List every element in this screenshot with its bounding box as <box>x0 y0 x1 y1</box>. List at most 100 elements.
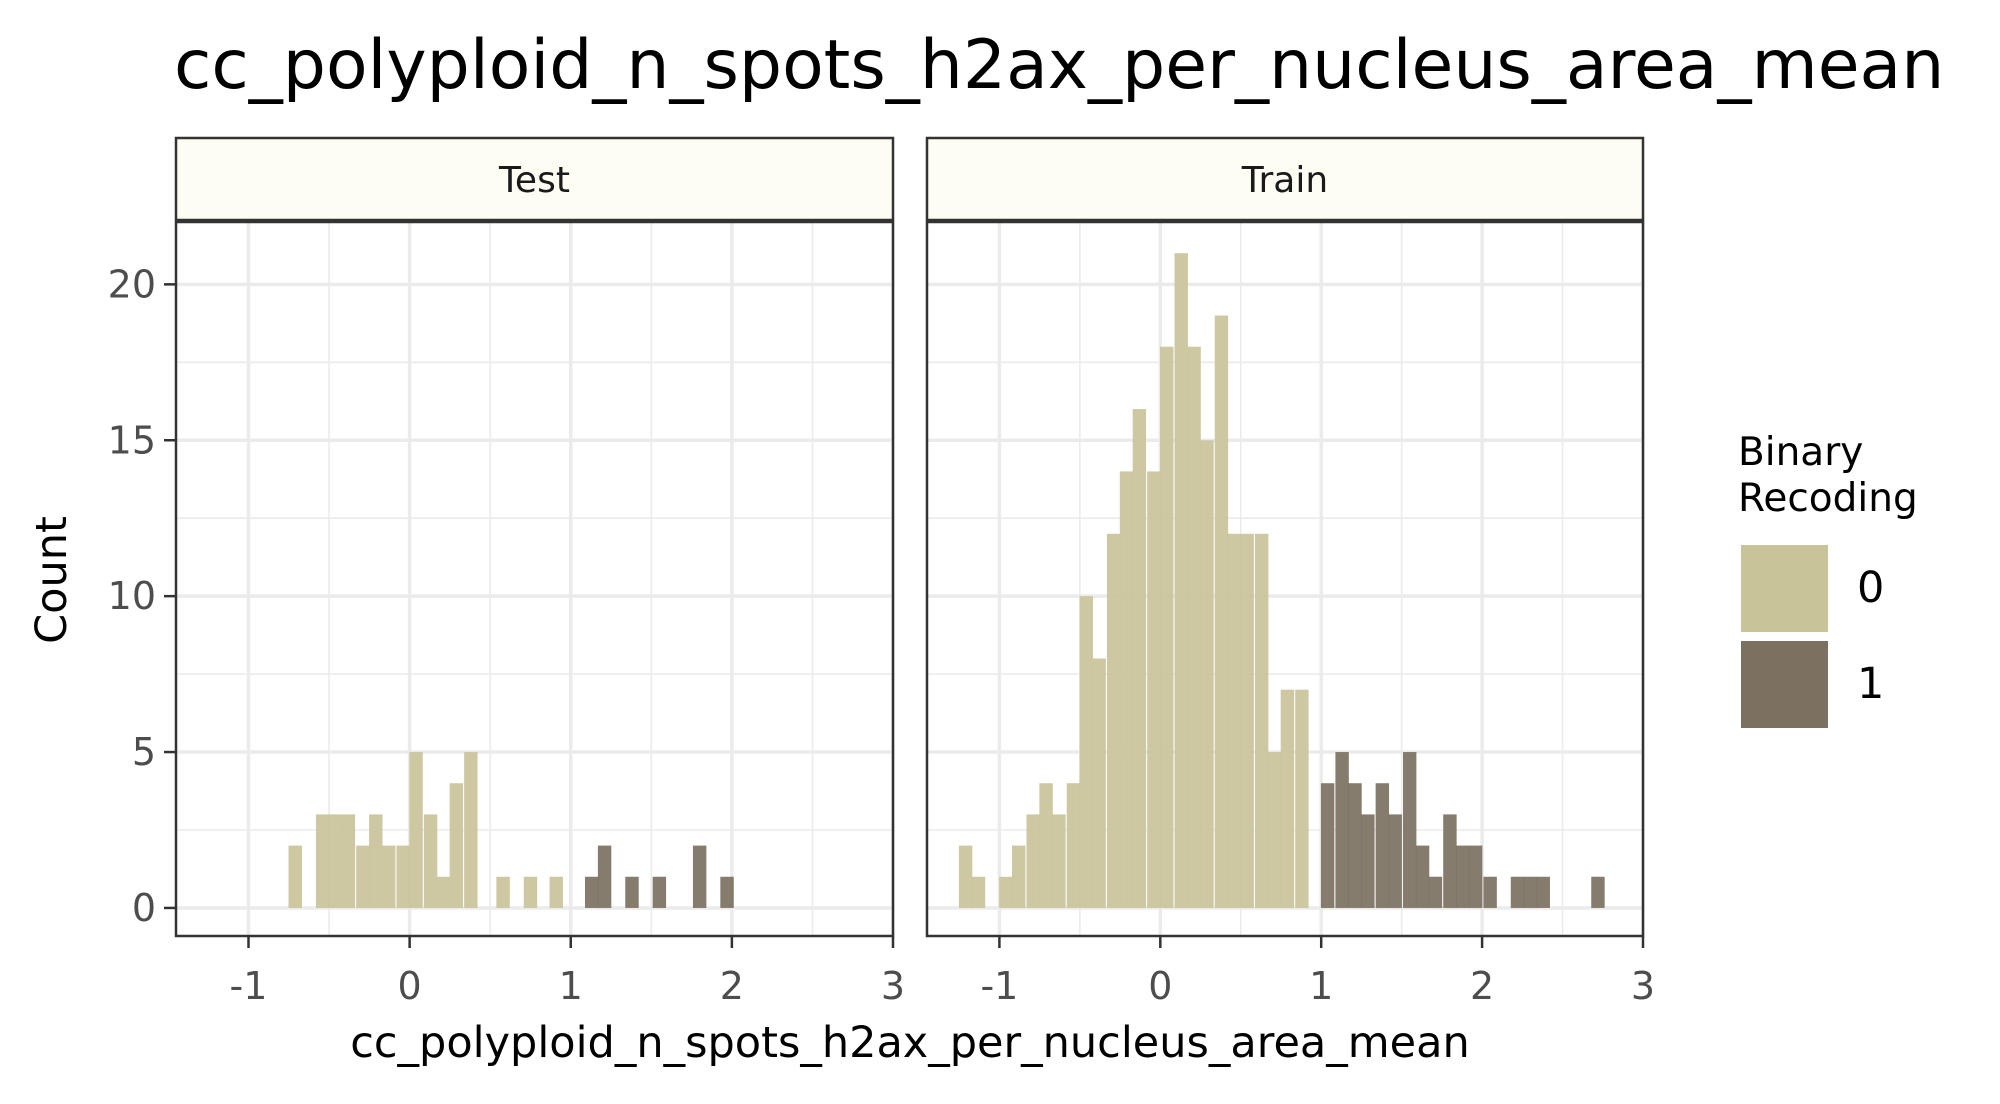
histogram-bar-series-0 <box>288 845 302 908</box>
histogram-bar-series-1 <box>1415 845 1430 908</box>
histogram-bar-series-0 <box>464 752 478 908</box>
histogram-bar-series-0 <box>328 814 343 908</box>
histogram-bar-series-1 <box>1388 814 1402 908</box>
legend-title: Recoding <box>1738 476 1918 521</box>
histogram-bar-series-0 <box>1254 533 1269 908</box>
x-tick-label: 1 <box>559 964 583 1008</box>
histogram-bar-series-0 <box>409 752 423 908</box>
histogram-bar-series-0 <box>1174 253 1188 908</box>
x-tick-label: 1 <box>1309 964 1333 1008</box>
legend-key-0 <box>1741 545 1828 632</box>
histogram-bar-series-1 <box>1456 845 1470 908</box>
facet-strip-label: Train <box>1241 160 1328 201</box>
plot-background <box>176 222 893 936</box>
histogram-bar-series-1 <box>1591 876 1605 908</box>
legend-title: Binary <box>1738 430 1863 475</box>
histogram-bar-series-0 <box>1200 440 1214 908</box>
histogram-bar-series-0 <box>523 876 538 908</box>
histogram-bar-series-1 <box>584 876 599 908</box>
facet-strip-label: Test <box>498 160 570 201</box>
histogram-bar-series-0 <box>1106 533 1121 908</box>
histogram-bar-series-0 <box>315 814 330 908</box>
histogram-bar-series-0 <box>1119 471 1134 908</box>
y-tick-label: 20 <box>108 262 156 306</box>
legend-label: 1 <box>1857 659 1884 709</box>
histogram-bar-series-0 <box>1132 409 1147 908</box>
facet-strip <box>925 136 1645 222</box>
histogram-bar-series-0 <box>449 783 464 908</box>
histogram-bar-series-0 <box>1052 814 1066 908</box>
histogram-bar-series-1 <box>1335 752 1349 908</box>
y-tick-label: 15 <box>108 418 156 462</box>
x-tick-label: 0 <box>398 964 422 1008</box>
x-tick-label: 3 <box>1631 964 1655 1008</box>
legend-label: 0 <box>1857 563 1884 613</box>
x-tick-label: 2 <box>720 964 744 1008</box>
histogram-bar-series-0 <box>1267 752 1282 908</box>
histogram-bar-series-0 <box>341 814 356 908</box>
histogram-bar-series-0 <box>1066 783 1081 908</box>
histogram-bar-series-0 <box>1240 533 1254 908</box>
histogram-bar-series-0 <box>549 876 563 908</box>
histogram-bar-series-0 <box>369 814 383 908</box>
histogram-bar-series-0 <box>1012 845 1026 908</box>
histogram-bar-series-0 <box>1214 315 1229 908</box>
y-tick-label: 10 <box>108 574 156 618</box>
histogram-bar-series-0 <box>396 845 410 908</box>
histogram-bar-series-0 <box>1160 346 1174 908</box>
histogram-bar-series-1 <box>1536 876 1550 908</box>
histogram-bar-series-0 <box>356 845 370 908</box>
histogram-bar-series-1 <box>1320 783 1335 908</box>
histogram-bar-series-0 <box>1092 658 1106 908</box>
histogram-bar-series-0 <box>999 876 1013 908</box>
legend-key-1 <box>1741 641 1828 728</box>
facet-panel-train: Train -1 0 1 2 3 <box>925 136 1655 1008</box>
x-tick-label: -1 <box>980 964 1018 1008</box>
histogram-bar-series-1 <box>1428 876 1443 908</box>
histogram-bar-series-0 <box>423 814 438 908</box>
histogram-bar-series-1 <box>652 876 667 908</box>
y-tick-label: 0 <box>132 886 156 930</box>
histogram-bar-series-0 <box>1079 596 1093 908</box>
histogram-bar-series-1 <box>1348 783 1362 908</box>
histogram-bar-series-0 <box>1295 689 1309 908</box>
y-axis-label: Count <box>27 516 77 644</box>
histogram-bar-series-1 <box>1483 876 1497 908</box>
histogram-bar-series-0 <box>958 845 973 908</box>
chart-title: cc_polyploid_n_spots_h2ax_per_nucleus_ar… <box>174 26 1944 105</box>
histogram-bar-series-0 <box>1026 814 1040 908</box>
facet-panel-test: Test -1 0 1 2 3 0 5 10 15 20 <box>108 136 905 1008</box>
histogram-bar-series-0 <box>1227 533 1242 908</box>
histogram-bar-series-1 <box>692 845 707 908</box>
histogram-bar-series-1 <box>1510 876 1525 908</box>
histogram-bar-series-1 <box>1468 845 1483 908</box>
x-axis-label: cc_polyploid_n_spots_h2ax_per_nucleus_ar… <box>350 1018 1469 1068</box>
x-tick-label: -1 <box>230 964 268 1008</box>
x-tick-label: 3 <box>881 964 905 1008</box>
histogram-bar-series-1 <box>1375 783 1390 908</box>
histogram-bar-series-0 <box>971 876 986 908</box>
histogram-bar-series-1 <box>1361 814 1375 908</box>
histogram-bar-series-0 <box>1039 783 1053 908</box>
histogram-bar-series-1 <box>1402 752 1417 908</box>
histogram-bar-series-0 <box>436 876 451 908</box>
histogram-bar-series-0 <box>1280 689 1295 908</box>
histogram-bar-series-1 <box>597 845 612 908</box>
histogram-bar-series-1 <box>1443 814 1457 908</box>
panel-border <box>925 220 1645 938</box>
histogram-bar-series-0 <box>381 845 396 908</box>
x-tick-label: 2 <box>1470 964 1494 1008</box>
panel-border <box>174 220 895 938</box>
histogram-bar-series-1 <box>720 876 734 908</box>
y-tick-label: 5 <box>132 730 156 774</box>
histogram-bar-series-1 <box>625 876 639 908</box>
histogram-bar-series-0 <box>496 876 510 908</box>
histogram-bar-series-0 <box>1187 346 1201 908</box>
histogram-bar-series-0 <box>1147 471 1161 908</box>
histogram-bar-series-1 <box>1523 876 1538 908</box>
facet-strip <box>174 136 895 222</box>
x-tick-label: 0 <box>1148 964 1172 1008</box>
